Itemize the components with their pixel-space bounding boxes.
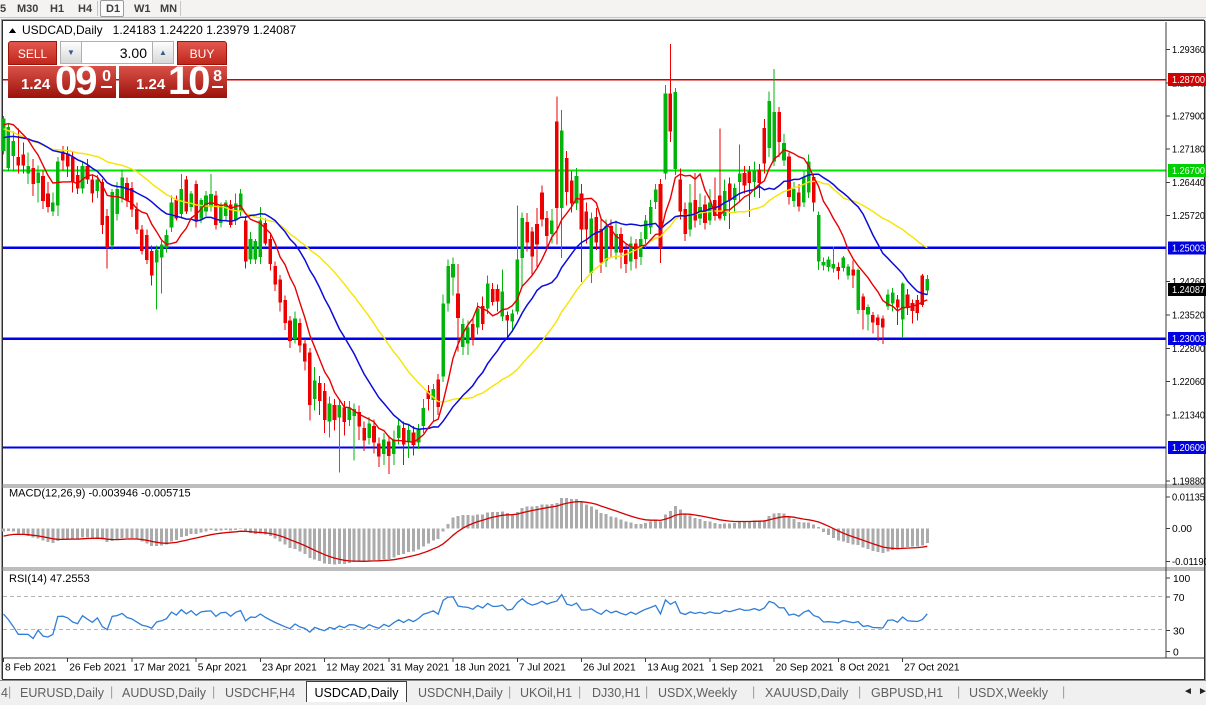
svg-text:1 Sep 2021: 1 Sep 2021 — [711, 663, 763, 674]
svg-text:26 Feb 2021: 26 Feb 2021 — [69, 663, 127, 674]
svg-text:MACD(12,26,9) -0.003946 -0.005: MACD(12,26,9) -0.003946 -0.005715 — [9, 488, 191, 500]
svg-text:70: 70 — [1173, 593, 1185, 604]
svg-text:17 Mar 2021: 17 Mar 2021 — [133, 663, 191, 674]
svg-text:1.26440: 1.26440 — [1172, 178, 1205, 189]
svg-text:1.19880: 1.19880 — [1172, 477, 1205, 488]
svg-text:100: 100 — [1173, 574, 1190, 585]
svg-text:7 Jul 2021: 7 Jul 2021 — [519, 663, 566, 674]
svg-text:23 Apr 2021: 23 Apr 2021 — [262, 663, 317, 674]
svg-text:-0.01190: -0.01190 — [1172, 557, 1206, 568]
svg-text:12 May 2021: 12 May 2021 — [326, 663, 385, 674]
svg-text:30: 30 — [1173, 627, 1185, 638]
svg-text:1.24087: 1.24087 — [1172, 285, 1205, 296]
svg-text:1.21340: 1.21340 — [1172, 410, 1205, 421]
svg-text:5 Apr 2021: 5 Apr 2021 — [198, 663, 248, 674]
svg-text:0.00: 0.00 — [1172, 524, 1192, 535]
svg-text:27 Oct 2021: 27 Oct 2021 — [904, 663, 960, 674]
svg-text:13 Aug 2021: 13 Aug 2021 — [647, 663, 705, 674]
svg-text:1.22060: 1.22060 — [1172, 377, 1205, 388]
svg-text:18 Jun 2021: 18 Jun 2021 — [455, 663, 511, 674]
svg-text:RSI(14) 47.2553: RSI(14) 47.2553 — [9, 573, 90, 585]
svg-text:1.29360: 1.29360 — [1172, 45, 1205, 56]
svg-text:26 Jul 2021: 26 Jul 2021 — [583, 663, 636, 674]
svg-text:1.23520: 1.23520 — [1172, 311, 1205, 322]
svg-text:1.28700: 1.28700 — [1172, 75, 1205, 86]
svg-text:8 Oct 2021: 8 Oct 2021 — [840, 663, 890, 674]
svg-text:1.23003: 1.23003 — [1172, 334, 1205, 345]
svg-text:1.22800: 1.22800 — [1172, 344, 1205, 355]
svg-text:1.25720: 1.25720 — [1172, 211, 1205, 222]
svg-text:0: 0 — [1173, 648, 1179, 659]
svg-text:1.26700: 1.26700 — [1172, 166, 1205, 177]
svg-text:31 May 2021: 31 May 2021 — [390, 663, 449, 674]
svg-text:1.24260: 1.24260 — [1172, 277, 1205, 288]
svg-text:1.25003: 1.25003 — [1172, 243, 1205, 254]
svg-text:0.01135: 0.01135 — [1172, 493, 1205, 504]
svg-text:1.20609: 1.20609 — [1172, 443, 1205, 454]
svg-text:20 Sep 2021: 20 Sep 2021 — [776, 663, 834, 674]
svg-text:1.27900: 1.27900 — [1172, 112, 1205, 123]
svg-text:8 Feb 2021: 8 Feb 2021 — [5, 663, 57, 674]
svg-text:USDCAD,Daily 1.24183 1.24220: USDCAD,Daily 1.24183 1.24220 1.23979 1.2… — [22, 23, 297, 37]
svg-text:1.27180: 1.27180 — [1172, 145, 1205, 156]
